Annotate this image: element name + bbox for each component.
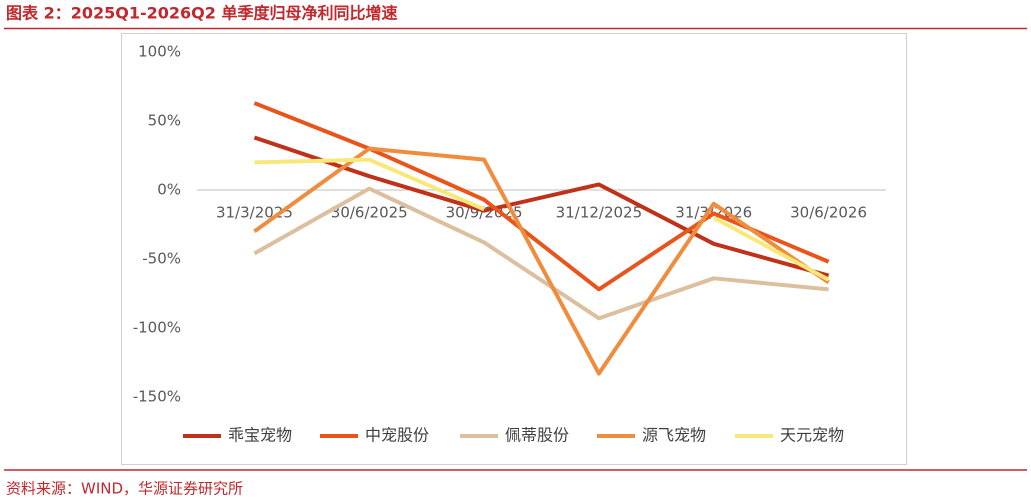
y-tick-label: -50%	[142, 250, 181, 268]
series-line	[253, 186, 829, 321]
legend-label: 天元宠物	[780, 426, 844, 445]
series-line	[254, 157, 830, 282]
y-tick-label: 100%	[138, 43, 181, 61]
x-tick-label: 30/6/2025	[331, 204, 408, 222]
chart-frame	[121, 33, 907, 465]
source-note: 资料来源：WIND，华源证券研究所	[6, 480, 243, 498]
x-tick-label: 31/12/2025	[556, 204, 642, 222]
y-tick-label: 50%	[148, 112, 181, 130]
legend-label: 乖宝宠物	[228, 426, 292, 445]
series-line	[253, 135, 830, 278]
y-tick-label: -100%	[133, 319, 181, 337]
figure-title: 图表 2：2025Q1-2026Q2 单季度归母净利同比增速	[6, 4, 397, 23]
series-line	[253, 101, 830, 292]
x-tick-label: 30/6/2026	[790, 204, 867, 222]
legend-label: 佩蒂股份	[505, 426, 569, 445]
y-tick-label: 0%	[157, 181, 181, 199]
series-line	[253, 146, 830, 376]
legend-label: 中宠股份	[365, 426, 429, 445]
y-tick-label: -150%	[133, 388, 181, 406]
legend-label: 源飞宠物	[642, 426, 706, 445]
